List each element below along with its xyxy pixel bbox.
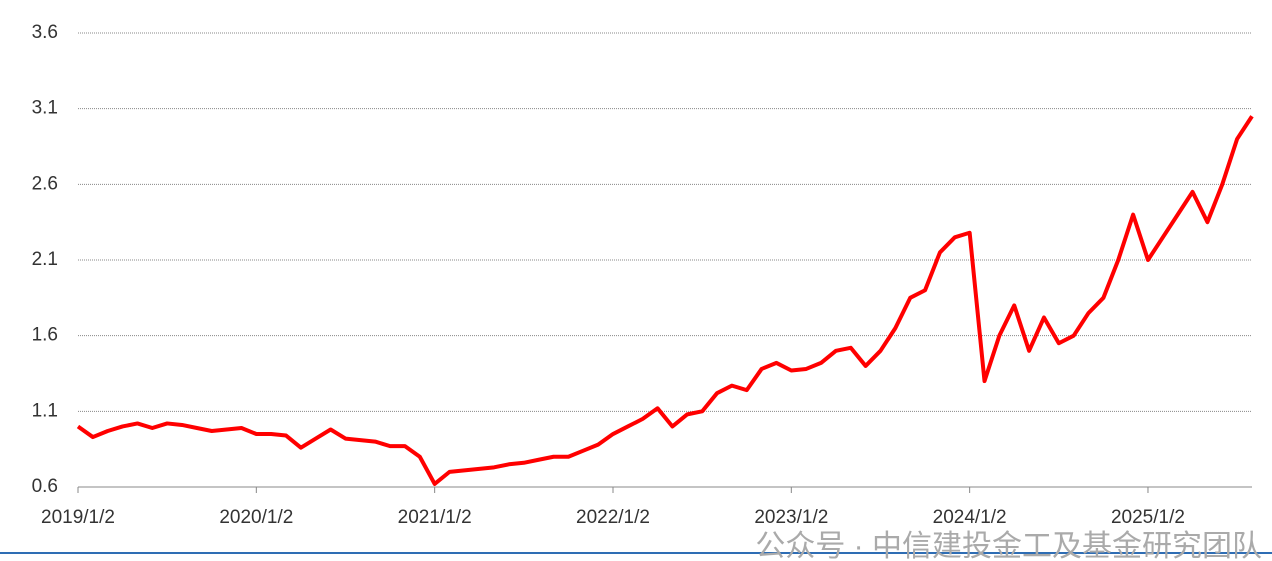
y-tick-label: 0.6: [32, 476, 58, 497]
y-tick-label: 3.6: [32, 22, 58, 43]
x-tick-label: 2024/1/2: [933, 507, 1007, 528]
x-tick-label: 2020/1/2: [219, 507, 293, 528]
x-tick-label: 2021/1/2: [398, 507, 472, 528]
x-tick-label: 2022/1/2: [576, 507, 650, 528]
x-tick-label: 2023/1/2: [754, 507, 828, 528]
series-line: [76, 115, 1254, 486]
y-tick-label: 2.6: [32, 173, 58, 194]
y-tick-label: 1.1: [32, 400, 58, 421]
y-tick-label: 3.1: [32, 98, 58, 119]
x-tick-label: 2019/1/2: [41, 507, 115, 528]
y-tick-label: 1.6: [32, 325, 58, 346]
y-tick-label: 2.1: [32, 249, 58, 270]
x-tick-label: 2025/1/2: [1111, 507, 1185, 528]
watermark: 公众号 · 中信建投金工及基金研究团队: [755, 530, 1262, 561]
